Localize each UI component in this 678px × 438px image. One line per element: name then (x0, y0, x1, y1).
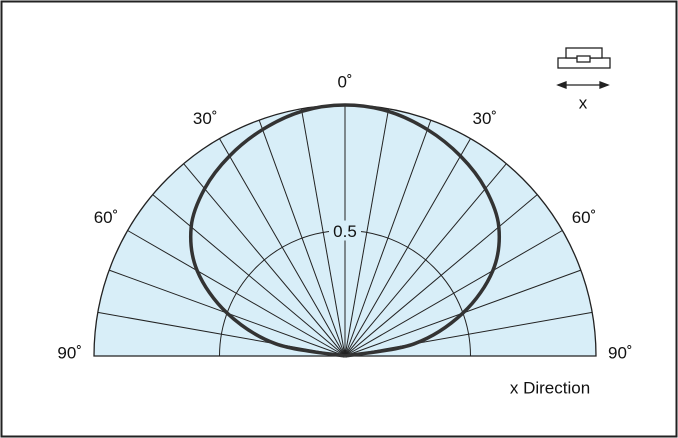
icon-label: x (579, 93, 588, 112)
r-tick-label: 0.5 (333, 222, 357, 241)
r-tick-bg (329, 220, 361, 241)
theta-tick-label: 60˚ (572, 208, 597, 227)
theta-tick-label: 90˚ (57, 343, 82, 362)
theta-tick-label: 0˚ (337, 72, 352, 91)
theta-tick-label: 90˚ (608, 343, 633, 362)
annotation: x Direction (510, 378, 590, 397)
theta-tick-label: 60˚ (94, 208, 119, 227)
device-icon (556, 47, 611, 89)
theta-tick-label: 30˚ (473, 109, 498, 128)
theta-tick-label: 30˚ (193, 109, 218, 128)
pattern-curve (189, 103, 501, 358)
